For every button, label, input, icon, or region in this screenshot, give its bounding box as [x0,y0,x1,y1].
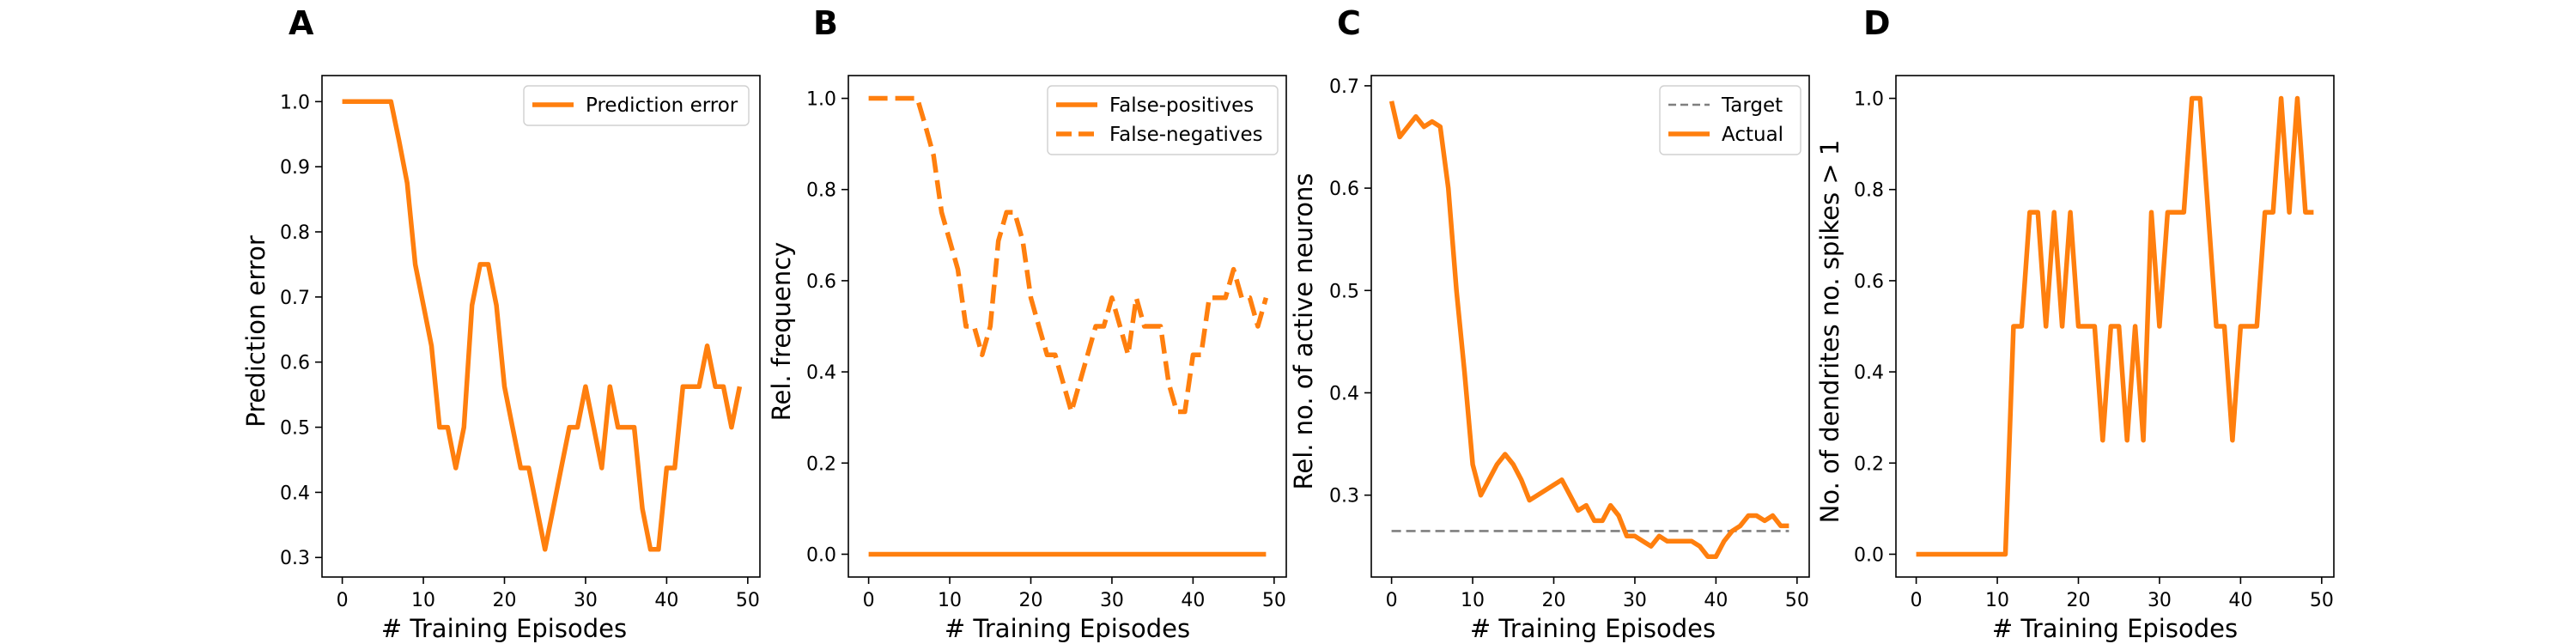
panel-c-xlabel: # Training Episodes [1470,614,1716,643]
panel-b-xtick-label: 0 [863,590,875,611]
panel-c-series-group [1388,100,1789,559]
panel-a-ytick-label: 0.6 [280,353,310,374]
panel-a-series-group [342,99,743,552]
panel-d-ylabel: No. of dendrites no. spikes > 1 [1815,140,1844,524]
panel-a-ytick-label: 1.0 [280,92,310,113]
panel-d-xtick-label: 0 [1911,590,1923,611]
panel-b-ytick-label: 0.8 [806,180,836,202]
panel-b-xtick-label: 20 [1019,590,1043,611]
panel-b-axes-frame [848,75,1287,578]
panel-c-ytick-label: 0.3 [1329,486,1359,507]
panel-d-xtick-label: 40 [2228,590,2252,611]
panel-c-legend-box [1659,85,1801,155]
panel-b-series-group [868,95,1269,557]
panel-a-ytick-label: 0.9 [280,157,310,179]
panel-b-ytick-label: 0.2 [806,453,836,475]
panel-a-ytick-label: 0.7 [280,288,310,309]
panel-c-ytick-label: 0.5 [1329,281,1359,302]
panel-a-xtick-label: 20 [493,590,517,611]
panel-c-legend-label: Actual [1722,124,1783,146]
panel-b-legend-box [1047,85,1279,155]
panel-c-letter: C [1337,4,1361,42]
panel-a-xtick-label: 40 [654,590,678,611]
panel-b-xlabel: # Training Episodes [945,614,1190,643]
panel-a-legend: Prediction error [523,85,750,126]
panel-b-legend-label: False-negatives [1109,124,1263,146]
panel-a-legend-box [523,85,750,126]
panel-a: A # Training Episodes Prediction error 0… [241,4,761,643]
panel-a-axes-frame [321,75,761,578]
panel-b-series-false-negatives [868,95,1269,415]
panel-d-ytick-label: 0.0 [1854,544,1884,566]
panel-b-ylabel: Rel. frequency [767,242,796,422]
panel-c-xtick-label: 10 [1461,590,1485,611]
panel-b-xtick-label: 50 [1262,590,1286,611]
panel-c-xtick-label: 20 [1542,590,1566,611]
panel-a-xtick-label: 50 [736,590,760,611]
panel-d-xtick-label: 30 [2148,590,2172,611]
panel-b-legend-label: False-positives [1109,94,1254,117]
panel-c-legend: Target Actual [1659,85,1801,155]
panel-b-letter: B [813,4,838,42]
panel-a-xtick-label: 30 [574,590,598,611]
panel-d-ytick-label: 0.4 [1854,362,1884,384]
panel-b-ytick-label: 0.6 [806,271,836,293]
panel-d: D # Training Episodes No. of dendrites n… [1815,4,2335,643]
panel-a-series-prediction-error [342,99,743,552]
panel-d-xtick-label: 20 [2067,590,2091,611]
panel-c: C # Training Episodes Rel. no. of active… [1289,4,1810,643]
panel-c-axes-frame [1370,75,1810,578]
panel-d-ytick-label: 0.6 [1854,271,1884,293]
panel-d-ytick-label: 0.2 [1854,453,1884,475]
panel-c-xtick-label: 40 [1704,590,1728,611]
panel-a-xtick-label: 10 [411,590,435,611]
panel-a-letter: A [289,4,314,42]
panel-b-xtick-label: 40 [1181,590,1205,611]
panel-a-legend-label: Prediction error [586,94,738,117]
panel-c-ytick-label: 0.6 [1329,179,1359,200]
panel-b-xtick-label: 10 [938,590,962,611]
panel-d-xtick-label: 10 [1985,590,2009,611]
panel-d-series-line-0 [1916,95,2314,557]
panel-a-ytick-label: 0.8 [280,222,310,244]
panel-d-ytick-label: 0.8 [1854,180,1884,202]
panel-d-axes-frame [1895,75,2335,578]
panel-d-xtick-label: 50 [2310,590,2334,611]
panel-a-xlabel: # Training Episodes [381,614,627,643]
panel-b: B # Training Episodes Rel. frequency 0 10… [767,4,1287,643]
panel-d-series-group [1916,95,2314,557]
panel-b-ytick-label: 0.4 [806,362,836,384]
panel-c-xtick-label: 30 [1623,590,1647,611]
panel-c-legend-label: Target [1721,94,1783,117]
panel-c-xtick-label: 0 [1386,590,1398,611]
panel-a-ytick-label: 0.4 [280,483,310,504]
panel-d-xlabel: # Training Episodes [1992,614,2238,643]
panel-c-ytick-label: 0.7 [1329,76,1359,98]
panel-a-ytick-label: 0.3 [280,548,310,569]
panel-d-ytick-label: 1.0 [1854,89,1884,111]
panel-a-xtick-label: 0 [337,590,349,611]
panel-b-xtick-label: 30 [1100,590,1124,611]
panel-b-legend: False-positives False-negatives [1047,85,1279,155]
panel-b-ytick-label: 0.0 [806,544,836,566]
panel-d-letter: D [1863,4,1891,42]
panel-a-ytick-label: 0.5 [280,418,310,440]
panel-c-xtick-label: 50 [1785,590,1809,611]
panel-c-series-actual [1388,100,1789,559]
panel-b-ytick-label: 1.0 [806,89,836,111]
panel-c-ytick-label: 0.4 [1329,383,1359,404]
panel-c-ylabel: Rel. no. of active neurons [1289,173,1318,490]
panel-a-ylabel: Prediction error [241,235,270,428]
